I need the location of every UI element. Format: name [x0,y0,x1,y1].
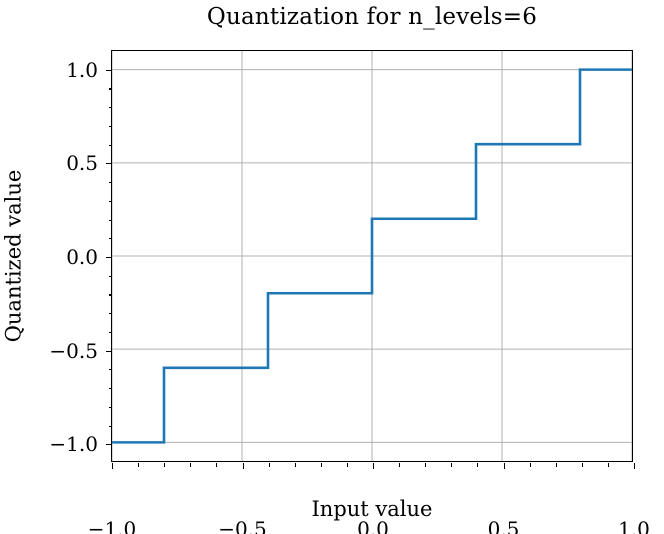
x-axis-tick-major [112,463,114,469]
y-axis-tick-label: 1.0 [66,57,98,82]
y-axis-tick-minor [108,425,112,427]
x-axis-tick-minor [190,463,192,467]
x-axis-tick-minor [425,463,427,467]
y-axis-tick-minor [108,406,112,408]
x-axis-tick-minor [138,463,140,467]
y-axis-tick-minor [108,200,112,202]
x-axis-tick-minor [529,463,531,467]
y-axis-tick-minor [108,275,112,277]
y-axis-tick-minor [108,88,112,90]
y-axis-tick-label: −1.0 [49,432,98,457]
y-axis-tick-minor [108,125,112,127]
x-axis-tick-minor [451,463,453,467]
y-axis-tick-minor [108,294,112,296]
plot-area: −1.0 −0.5 0.0 0.5 1.0 −1.0 −0.5 0.0 0.5 1.0 [49,50,650,534]
x-axis-label: Input value [311,497,433,521]
x-axis-tick-major [503,463,505,469]
x-axis-tick-minor [216,463,218,467]
y-axis-tick-minor [108,238,112,240]
y-axis-tick-minor [108,369,112,371]
step-polyline [112,68,632,444]
y-axis-tick-label: −0.5 [49,338,98,363]
y-axis-label: Quantized value [0,50,26,462]
quantization-step-line [112,68,632,444]
x-axis-tick-minor [294,463,296,467]
x-axis-tick-major [373,463,375,469]
y-axis-tick-major [106,257,112,259]
x-axis-tick-minor [399,463,401,467]
y-axis-tick-major [106,444,112,446]
x-axis-tick-minor [268,463,270,467]
x-axis-tick-minor [555,463,557,467]
x-axis-tick-minor [581,463,583,467]
y-axis-tick-minor [108,144,112,146]
x-axis-tick-minor [477,463,479,467]
y-axis-tick-minor [108,388,112,390]
y-axis-tick-major [106,163,112,165]
y-axis-tick-minor [108,219,112,221]
x-axis-tick-major [242,463,244,469]
x-axis-tick-label: −0.5 [218,517,267,534]
y-axis-tick-minor [108,313,112,315]
y-axis-tick-major [106,69,112,71]
y-axis-tick-minor [108,182,112,184]
y-axis-tick-minor [108,107,112,109]
x-axis-tick-minor [320,463,322,467]
x-axis-tick-major [634,463,636,469]
y-axis-tick-major [106,350,112,352]
y-axis-label-text: Quantized value [1,169,26,343]
y-axis-tick-minor [108,331,112,333]
x-axis-tick-label: −1.0 [87,517,137,534]
x-axis-tick-minor [164,463,166,467]
chart-title: Quantization for n_levels=6 [206,4,538,30]
x-axis-tick-minor [607,463,609,467]
x-axis-tick-minor [346,463,348,467]
x-axis-tick-label: 0.5 [487,517,520,534]
y-axis-tick-label: 0.5 [66,151,98,176]
x-axis-tick-label: 0.0 [357,517,389,534]
x-axis-tick-label: 1.0 [618,517,650,534]
y-axis-tick-label: 0.0 [66,245,98,269]
